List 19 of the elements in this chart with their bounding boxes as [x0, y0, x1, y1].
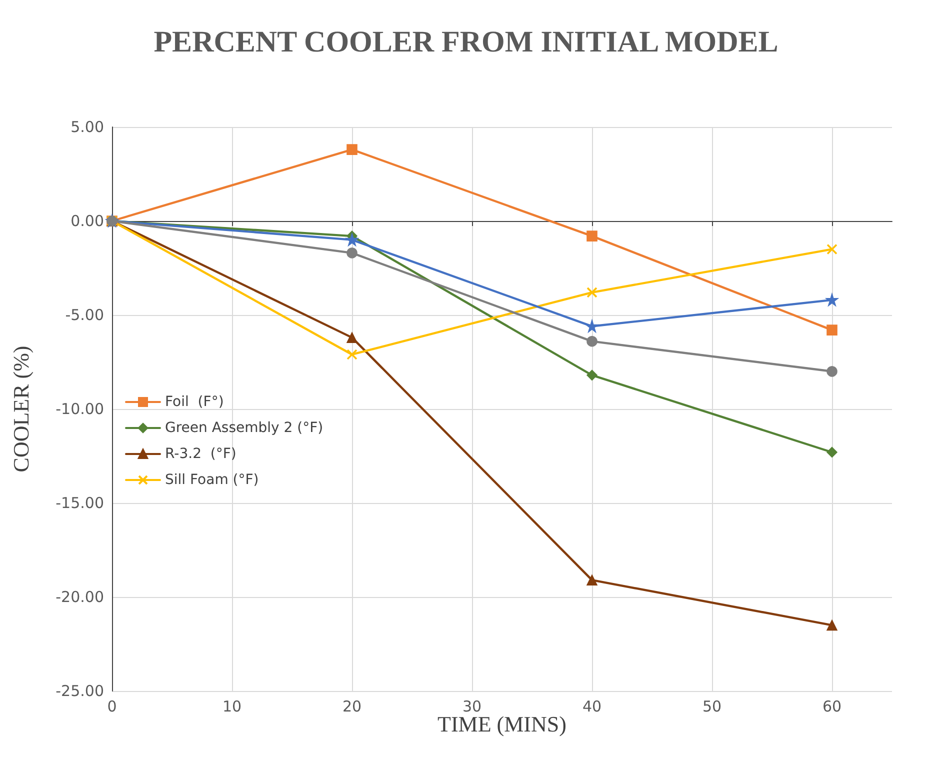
- legend-label: R-3.2 (°F): [165, 446, 236, 462]
- y-tick-label: -20.00: [56, 588, 104, 606]
- x-tick-label: 10: [222, 698, 242, 716]
- legend-label: Green Assembly 2 (°F): [165, 420, 324, 436]
- x-tick-label: 60: [822, 698, 842, 716]
- x-tick-label: 50: [702, 698, 722, 716]
- legend-label: Sill Foam (°F): [165, 472, 259, 488]
- y-tick-label: -25.00: [56, 682, 104, 700]
- y-tick-label: 0.00: [70, 212, 104, 230]
- chart-title: PERCENT COOLER FROM INITIAL MODEL: [154, 26, 778, 58]
- y-tick-label: 5.00: [70, 118, 104, 136]
- y-tick-label: -15.00: [56, 494, 104, 512]
- x-tick-label: 40: [582, 698, 602, 716]
- y-tick-label: -10.00: [56, 400, 104, 418]
- legend-label: Foil (F°): [165, 394, 224, 410]
- y-tick-label: -5.00: [65, 306, 104, 324]
- x-tick-label: 0: [107, 698, 117, 716]
- x-tick-label: 20: [342, 698, 362, 716]
- y-axis-title: COOLER (%): [8, 346, 34, 472]
